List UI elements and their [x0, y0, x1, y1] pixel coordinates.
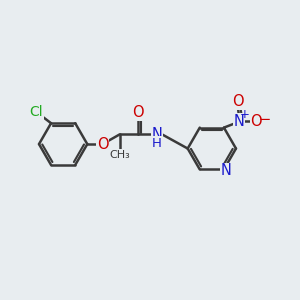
Text: CH₃: CH₃: [109, 150, 130, 160]
Text: Cl: Cl: [29, 105, 43, 119]
Text: +: +: [240, 108, 250, 121]
Text: O: O: [97, 136, 108, 152]
Text: O: O: [232, 94, 244, 109]
Text: N: N: [234, 114, 245, 129]
Text: N: N: [152, 127, 163, 142]
Text: H: H: [152, 137, 162, 150]
Text: −: −: [258, 112, 271, 127]
Text: N: N: [221, 164, 232, 178]
Text: O: O: [132, 105, 144, 120]
Text: O: O: [250, 114, 262, 129]
